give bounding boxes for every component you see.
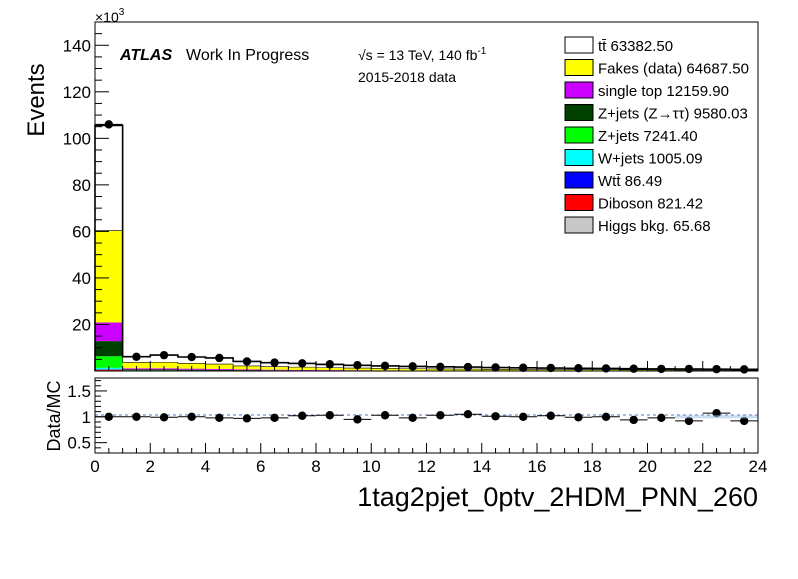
legend-entry-6: single top 12159.90	[598, 83, 729, 100]
data-point-0	[105, 120, 113, 128]
ratio-point-3	[187, 413, 195, 421]
x-tick-label: 12	[417, 457, 436, 476]
ratio-point-15	[519, 413, 527, 421]
energy-label: √s = 13 TeV, 140 fb-1	[358, 46, 487, 63]
y-tick-label: 120	[63, 83, 91, 102]
legend-swatch-4	[565, 127, 593, 143]
x-tick-label: 6	[256, 457, 265, 476]
legend-entry-7: Fakes (data) 64687.50	[598, 61, 749, 78]
x-tick-label: 22	[693, 457, 712, 476]
x-tick-label: 2	[146, 457, 155, 476]
y-tick-label: 60	[72, 222, 91, 241]
chart-title: 1tag2pjet_0ptv_2HDM_PNN_260	[357, 482, 758, 512]
ratio-point-8	[326, 411, 334, 419]
legend-entry-0: Higgs bkg. 65.68	[598, 218, 711, 235]
data-point-4	[215, 354, 223, 362]
ratio-point-1	[132, 413, 140, 421]
ratio-point-11	[408, 414, 416, 422]
ratio-point-19	[629, 416, 637, 424]
x-tick-label: 20	[638, 457, 657, 476]
legend-swatch-7	[565, 60, 593, 76]
ratio-band-22	[703, 415, 731, 418]
legend-swatch-5	[565, 105, 593, 121]
y-tick-label: 100	[63, 129, 91, 148]
ratio-band-23	[730, 415, 758, 418]
legend-swatch-8	[565, 37, 593, 53]
ratio-point-20	[657, 414, 665, 422]
ratio-point-2	[160, 413, 168, 421]
legend-entry-3: W+jets 1005.09	[598, 151, 703, 168]
x-tick-label: 18	[583, 457, 602, 476]
y-tick-label: 40	[72, 269, 91, 288]
ratio-y-tick-label: 1	[82, 408, 91, 427]
x-tick-label: 14	[472, 457, 491, 476]
bar-8-0	[95, 125, 123, 230]
ratio-point-7	[298, 412, 306, 420]
legend-swatch-6	[565, 82, 593, 98]
bar-5-0	[95, 341, 123, 356]
ratio-band-21	[675, 415, 703, 418]
ratio-point-4	[215, 414, 223, 422]
ratio-y-axis-label: Data/MC	[44, 380, 64, 451]
legend-entry-4: Z+jets 7241.40	[598, 128, 698, 145]
x-tick-label: 4	[201, 457, 210, 476]
x-tick-label: 16	[528, 457, 547, 476]
y-tick-label: 80	[72, 176, 91, 195]
legend-entry-2: Wtt̄ 86.49	[598, 173, 662, 190]
ratio-point-13	[464, 410, 472, 418]
legend-swatch-0	[565, 217, 593, 233]
atlas-label: ATLAS	[119, 47, 172, 64]
data-point-6	[270, 358, 278, 366]
legend-swatch-2	[565, 172, 593, 188]
x-tick-label: 10	[362, 457, 381, 476]
legend-swatch-3	[565, 150, 593, 166]
dataset-label: 2015-2018 data	[358, 69, 456, 85]
ratio-point-17	[574, 413, 582, 421]
y-tick-label: 140	[63, 36, 91, 55]
bar-7-0	[95, 231, 123, 323]
data-point-2	[160, 351, 168, 359]
ratio-point-5	[243, 414, 251, 422]
data-point-5	[243, 357, 251, 365]
legend-entry-1: Diboson 821.42	[598, 196, 703, 213]
ratio-point-10	[381, 411, 389, 419]
y-tick-label: 20	[72, 315, 91, 334]
ratio-point-18	[602, 413, 610, 421]
ratio-point-16	[547, 412, 555, 420]
ratio-point-9	[353, 415, 361, 423]
bar-6-0	[95, 323, 123, 342]
legend-entry-5: Z+jets (Z→ττ) 9580.03	[598, 106, 748, 123]
ratio-point-12	[436, 411, 444, 419]
ratio-point-14	[491, 412, 499, 420]
y-axis-label: Events	[23, 63, 50, 136]
ratio-y-tick-label: 1.5	[67, 382, 91, 401]
data-point-3	[187, 353, 195, 361]
x-tick-label: 8	[311, 457, 320, 476]
x-tick-label: 0	[90, 457, 99, 476]
ratio-point-6	[270, 414, 278, 422]
x-tick-label: 24	[749, 457, 768, 476]
status-label: Work In Progress	[186, 47, 309, 64]
data-point-1	[132, 353, 140, 361]
legend-swatch-1	[565, 195, 593, 211]
ratio-y-tick-label: 0.5	[67, 434, 91, 453]
legend-entry-8: tt̄ 63382.50	[598, 38, 673, 55]
